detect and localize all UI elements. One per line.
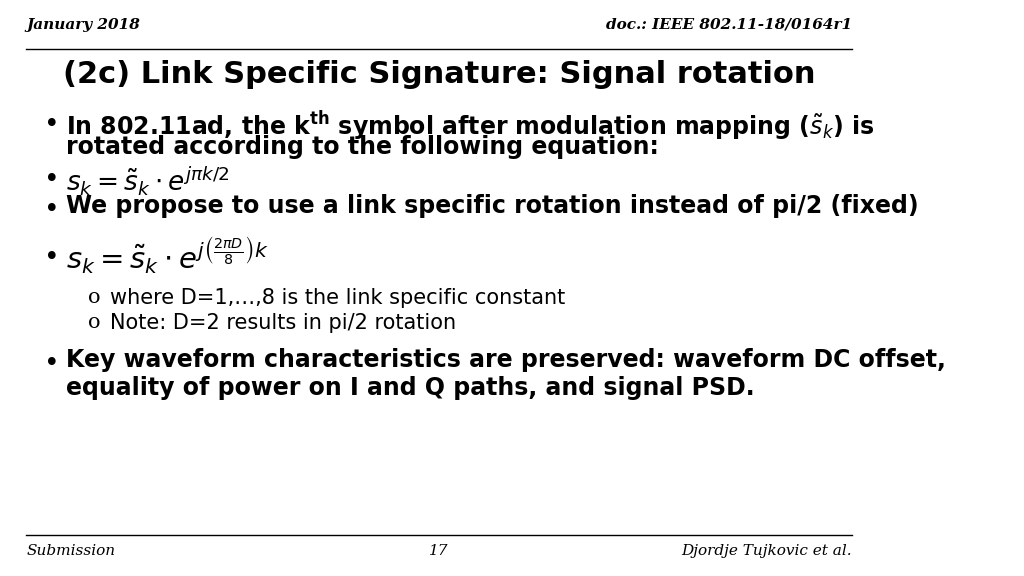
- Text: o: o: [88, 313, 100, 332]
- Text: •: •: [44, 167, 59, 193]
- Text: •: •: [44, 245, 59, 271]
- Text: •: •: [44, 112, 59, 138]
- Text: doc.: IEEE 802.11-18/0164r1: doc.: IEEE 802.11-18/0164r1: [606, 18, 852, 32]
- Text: Submission: Submission: [27, 544, 116, 558]
- Text: Djordje Tujkovic et al.: Djordje Tujkovic et al.: [681, 544, 852, 558]
- Text: •: •: [44, 197, 59, 223]
- Text: rotated according to the following equation:: rotated according to the following equat…: [66, 135, 658, 160]
- Text: $s_k = \tilde{s}_k \cdot e^{j\pi k/2}$: $s_k = \tilde{s}_k \cdot e^{j\pi k/2}$: [66, 164, 229, 197]
- Text: January 2018: January 2018: [27, 18, 140, 32]
- Text: In 802.11ad, the k$^{\mathbf{th}}$ symbol after modulation mapping ($\tilde{s}_k: In 802.11ad, the k$^{\mathbf{th}}$ symbo…: [66, 109, 874, 143]
- Text: Key waveform characteristics are preserved: waveform DC offset,: Key waveform characteristics are preserv…: [66, 348, 946, 373]
- Text: $s_k = \tilde{s}_k \cdot e^{j\left(\frac{2\pi D}{8}\right)k}$: $s_k = \tilde{s}_k \cdot e^{j\left(\frac…: [66, 236, 269, 276]
- Text: Note: D=2 results in pi/2 rotation: Note: D=2 results in pi/2 rotation: [110, 313, 456, 334]
- Text: equality of power on I and Q paths, and signal PSD.: equality of power on I and Q paths, and …: [66, 376, 755, 400]
- Text: o: o: [88, 288, 100, 307]
- Text: We propose to use a link specific rotation instead of pi/2 (fixed): We propose to use a link specific rotati…: [66, 194, 919, 218]
- Text: where D=1,…,8 is the link specific constant: where D=1,…,8 is the link specific const…: [110, 288, 565, 308]
- Text: •: •: [44, 351, 59, 377]
- Text: 17: 17: [429, 544, 449, 558]
- Text: (2c) Link Specific Signature: Signal rotation: (2c) Link Specific Signature: Signal rot…: [62, 60, 815, 89]
